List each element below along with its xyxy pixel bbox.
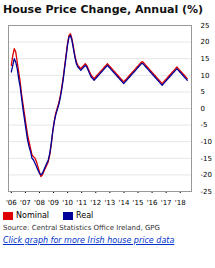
svg-text:'09: '09 — [48, 199, 59, 207]
svg-text:-20: -20 — [201, 171, 212, 179]
svg-text:'18: '18 — [175, 199, 186, 207]
html-text:House Price Change, Annual (%): House Price Change, Annual (%) — [3, 3, 204, 16]
svg-text:'10: '10 — [62, 199, 73, 207]
html-text:Real: Real — [76, 211, 94, 220]
svg-text:'16: '16 — [147, 199, 158, 207]
svg-text:5: 5 — [201, 88, 205, 96]
svg-text:-15: -15 — [201, 155, 212, 163]
svg-text:25: 25 — [201, 22, 210, 30]
svg-text:'08: '08 — [34, 199, 45, 207]
html-text:Click graph for more Irish hou: Click graph for more Irish house price d… — [3, 236, 175, 245]
svg-text:'17: '17 — [161, 199, 172, 207]
svg-text:-10: -10 — [201, 138, 212, 146]
svg-text:20: 20 — [201, 38, 210, 46]
html-text:Source: Central Statistics Off: Source: Central Statistics Office Irelan… — [3, 224, 160, 232]
html-text:Nominal: Nominal — [16, 211, 50, 220]
svg-text:'06: '06 — [6, 199, 17, 207]
svg-text:'12: '12 — [90, 199, 101, 207]
svg-text:'11: '11 — [76, 199, 87, 207]
svg-text:'13: '13 — [104, 199, 115, 207]
svg-text:'07: '07 — [20, 199, 31, 207]
svg-text:'15: '15 — [133, 199, 144, 207]
svg-text:0: 0 — [201, 105, 205, 113]
svg-text:'14: '14 — [119, 199, 130, 207]
svg-text:-5: -5 — [201, 121, 208, 129]
svg-text:-25: -25 — [201, 188, 212, 196]
svg-text:10: 10 — [201, 72, 210, 80]
svg-text:15: 15 — [201, 55, 210, 63]
